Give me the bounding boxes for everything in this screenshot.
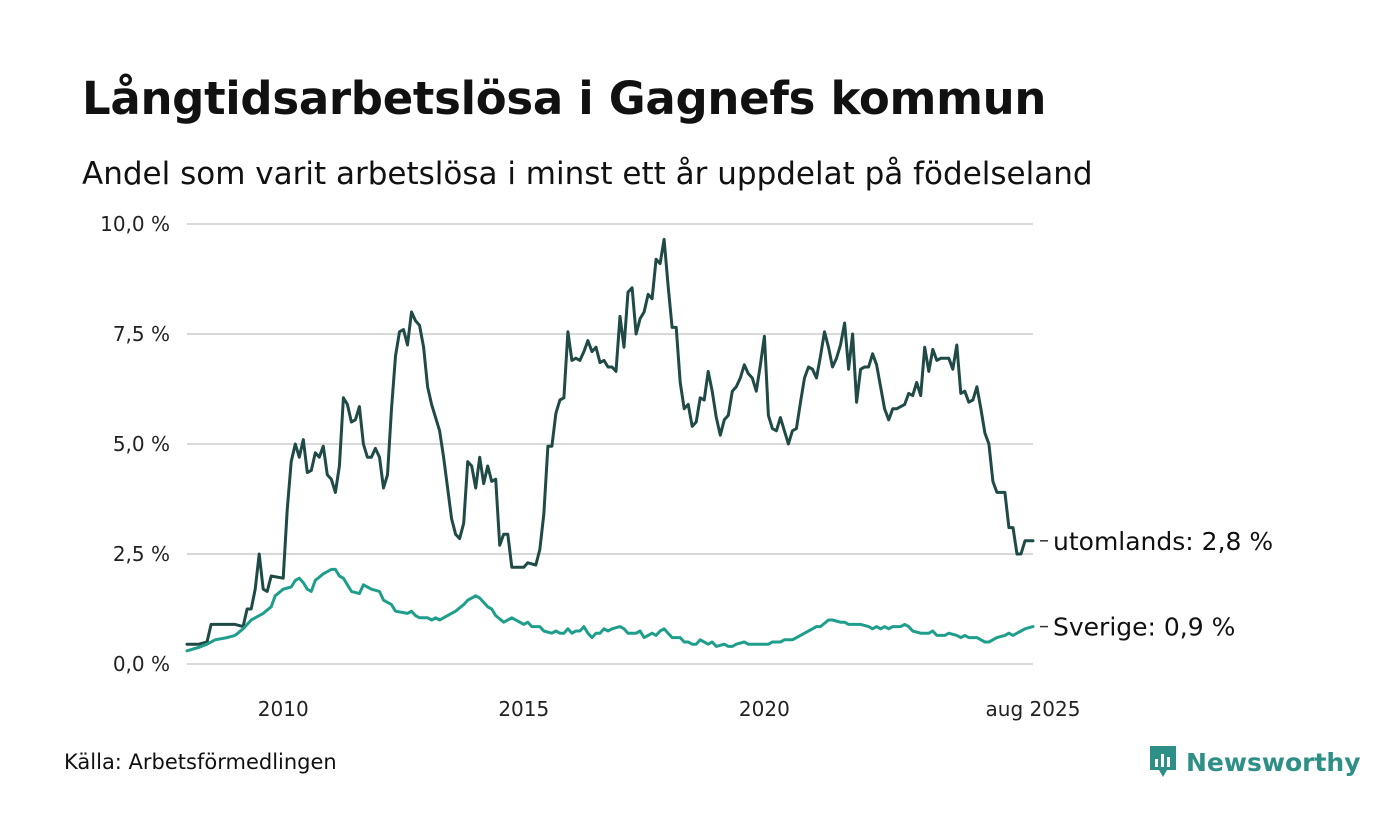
series-lines: [185, 237, 1035, 653]
series-end-label: Sverige: 0,9 %: [1053, 613, 1235, 642]
y-tick-label: 5,0 %: [113, 432, 170, 456]
source-note: Källa: Arbetsförmedlingen: [64, 750, 337, 774]
brand-logo: Newsworthy: [1148, 744, 1361, 780]
series-line-utomlands: [185, 237, 1035, 646]
x-axis-tick-labels: 2010 2015 2020 aug 2025: [258, 697, 1081, 721]
chart-subtitle: Andel som varit arbetslösa i minst ett å…: [82, 156, 1093, 192]
series-end-label: utomlands: 2,8 %: [1053, 527, 1273, 556]
chart-title: Långtidsarbetslösa i Gagnefs kommun: [82, 72, 1047, 125]
y-tick-label: 7,5 %: [113, 322, 170, 346]
y-tick-label: 10,0 %: [100, 212, 170, 236]
y-tick-label: 2,5 %: [113, 542, 170, 566]
x-tick-label: aug 2025: [986, 697, 1081, 721]
series-line-sverige: [185, 567, 1035, 653]
gridlines: [187, 223, 1033, 665]
y-axis-tick-labels: 0,0 % 2,5 % 5,0 % 7,5 % 10,0 %: [100, 212, 170, 676]
x-tick-label: 2020: [739, 697, 790, 721]
newsworthy-logo-icon: [1150, 746, 1176, 777]
x-tick-label: 2010: [258, 697, 309, 721]
y-tick-label: 0,0 %: [113, 652, 170, 676]
brand-name: Newsworthy: [1186, 747, 1361, 777]
series-end-labels: utomlands: 2,8 % Sverige: 0,9 %: [1040, 527, 1273, 642]
x-tick-label: 2015: [498, 697, 549, 721]
